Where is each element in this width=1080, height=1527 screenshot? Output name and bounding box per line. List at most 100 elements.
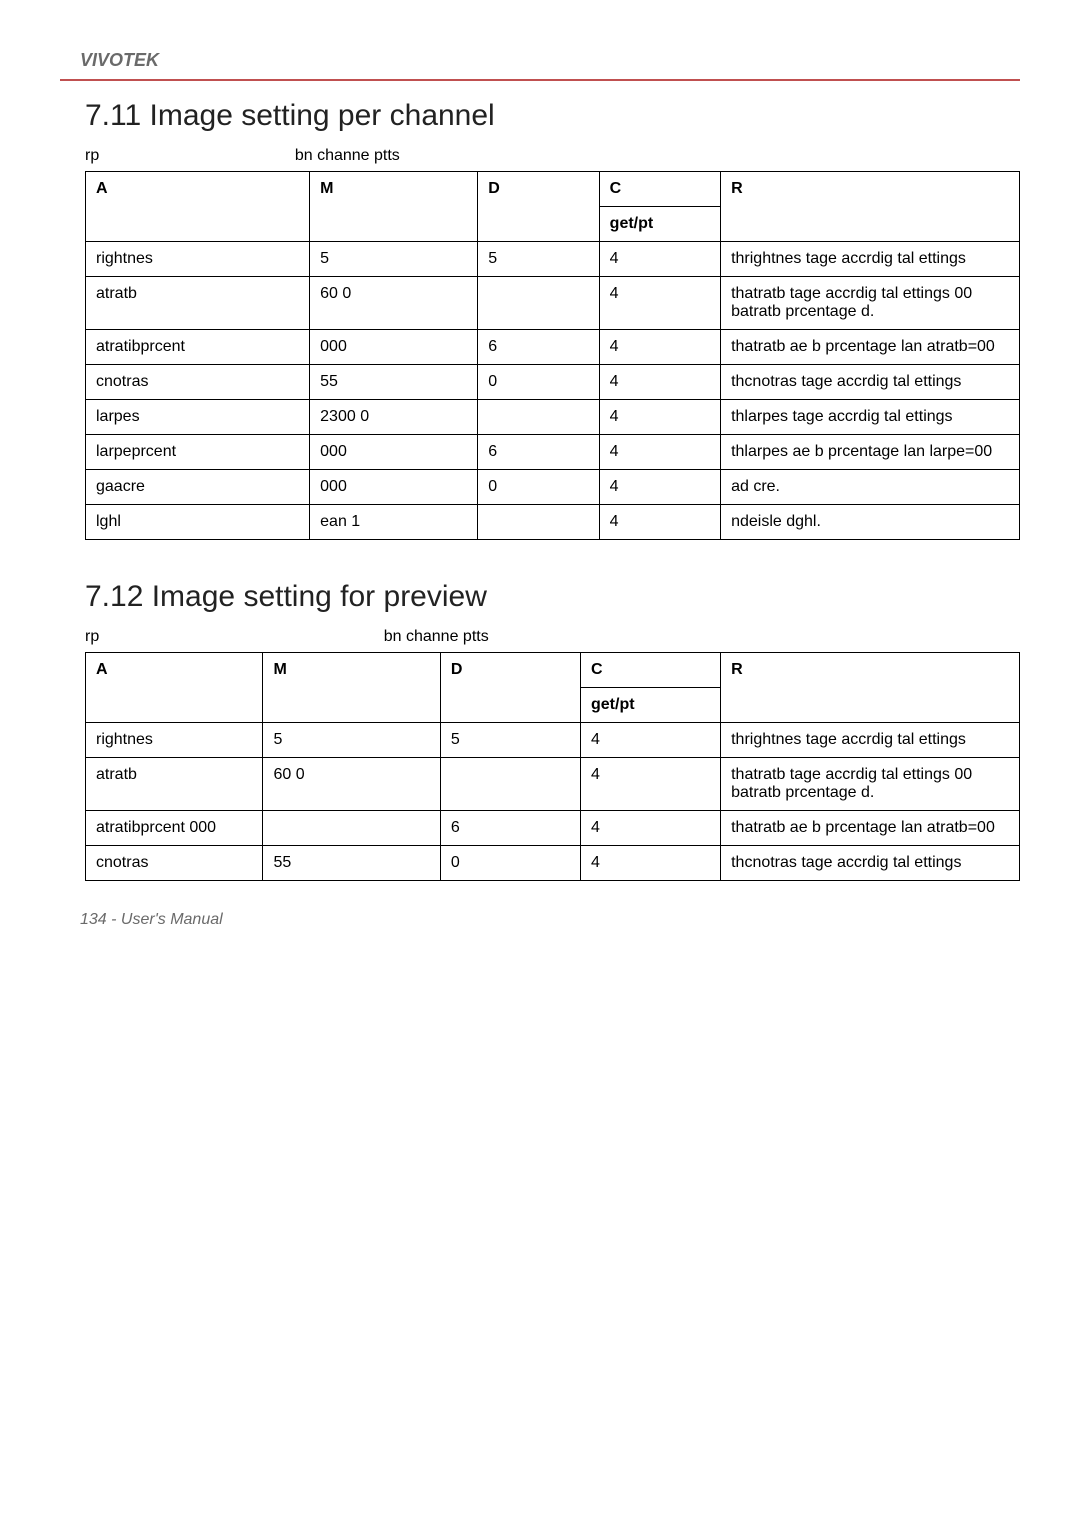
table-row: atratibprcent00064thatratb ae b prcentag…	[86, 330, 1020, 365]
table-row: rightnes554thrightnes tage accrdig tal e…	[86, 242, 1020, 277]
cell-value: 2300 0	[310, 400, 478, 435]
cell-value: 60 0	[310, 277, 478, 330]
cell-name: atratibprcent	[86, 330, 310, 365]
table-row: larpes2300 0 4thlarpes tage accrdig tal e…	[86, 400, 1020, 435]
cell-desc: thcnotras tage accrdig tal ettings	[721, 846, 1020, 881]
table-row: lghlean 1 4ndeisle dghl.	[86, 505, 1020, 540]
cell-default: 6	[478, 330, 599, 365]
table-row: cnotras5504thcnotras tage accrdig tal et…	[86, 846, 1020, 881]
cell-name: rightnes	[86, 242, 310, 277]
table-header-row: A M D C R	[86, 653, 1020, 688]
table-711: A M D C R get/pt rightnes554thrightnes t…	[85, 171, 1020, 540]
cell-sec: 4	[599, 330, 720, 365]
table-header-row: A M D C R	[86, 172, 1020, 207]
cell-default	[478, 400, 599, 435]
cell-name: cnotras	[86, 846, 263, 881]
cell-sec: 4	[599, 400, 720, 435]
col-sec-subheader: get/pt	[581, 688, 721, 723]
cell-desc: thrightnes tage accrdig tal ettings	[721, 723, 1020, 758]
cell-default	[440, 758, 580, 811]
cell-value	[263, 811, 440, 846]
cell-name: larpeprcent	[86, 435, 310, 470]
cell-sec: 4	[599, 365, 720, 400]
cell-default: 6	[478, 435, 599, 470]
cell-default	[478, 505, 599, 540]
cell-sec: 4	[599, 505, 720, 540]
cell-value: 55	[263, 846, 440, 881]
col-name-header: A	[86, 172, 310, 242]
caption-prefix-712: rp	[85, 628, 99, 645]
cell-value: 60 0	[263, 758, 440, 811]
cell-default: 0	[440, 846, 580, 881]
col-default-header: D	[440, 653, 580, 723]
page: VIVOTEK 7.11 Image setting per channel r…	[0, 0, 1080, 959]
cell-sec: 4	[581, 723, 721, 758]
table-712: A M D C R get/pt rightnes554thrightnes t…	[85, 652, 1020, 881]
caption-suffix: bn channe ptts	[295, 147, 400, 164]
group-712-caption: rp bn channe ptts	[85, 628, 1020, 646]
section-712-title: 7.12 Image setting for preview	[85, 580, 1020, 614]
cell-name: atratibprcent 000	[86, 811, 263, 846]
cell-desc: ndeisle dghl.	[721, 505, 1020, 540]
cell-default: 0	[478, 470, 599, 505]
cell-default: 5	[478, 242, 599, 277]
cell-desc: thlarpes ae b prcentage lan larpe=00	[721, 435, 1020, 470]
table-row: gaacre00004ad cre.	[86, 470, 1020, 505]
table-row: larpeprcent00064thlarpes ae b prcentage …	[86, 435, 1020, 470]
col-desc-header: R	[721, 653, 1020, 723]
cell-desc: thlarpes tage accrdig tal ettings	[721, 400, 1020, 435]
cell-sec: 4	[599, 242, 720, 277]
section-711-title: 7.11 Image setting per channel	[85, 99, 1020, 133]
cell-desc: thcnotras tage accrdig tal ettings	[721, 365, 1020, 400]
cell-name: larpes	[86, 400, 310, 435]
cell-desc: thrightnes tage accrdig tal ettings	[721, 242, 1020, 277]
cell-desc: ad cre.	[721, 470, 1020, 505]
cell-value: 55	[310, 365, 478, 400]
cell-value: 000	[310, 435, 478, 470]
cell-value: 5	[310, 242, 478, 277]
cell-value: 000	[310, 470, 478, 505]
table-row: atratibprcent 000 64thatratb ae b prcenta…	[86, 811, 1020, 846]
brand-rule	[60, 79, 1020, 81]
cell-default: 0	[478, 365, 599, 400]
col-sec-header: C	[581, 653, 721, 688]
cell-value: ean 1	[310, 505, 478, 540]
content: 7.11 Image setting per channel rp bn cha…	[60, 99, 1020, 881]
col-value-header: M	[263, 653, 440, 723]
cell-default	[478, 277, 599, 330]
table-row: cnotras5504thcnotras tage accrdig tal et…	[86, 365, 1020, 400]
cell-name: atratb	[86, 277, 310, 330]
page-footer: 134 - User's Manual	[60, 881, 1020, 929]
brand-header: VIVOTEK	[60, 40, 1020, 79]
caption-suffix-712: bn channe ptts	[384, 628, 489, 645]
col-sec-header: C	[599, 172, 720, 207]
col-default-header: D	[478, 172, 599, 242]
cell-value: 5	[263, 723, 440, 758]
col-sec-subheader: get/pt	[599, 207, 720, 242]
cell-sec: 4	[599, 277, 720, 330]
cell-desc: thatratb ae b prcentage lan atratb=00	[721, 811, 1020, 846]
col-desc-header: R	[721, 172, 1020, 242]
col-name-header: A	[86, 653, 263, 723]
cell-desc: thatratb ae b prcentage lan atratb=00	[721, 330, 1020, 365]
col-value-header: M	[310, 172, 478, 242]
cell-desc: thatratb tage accrdig tal ettings 00 bat…	[721, 277, 1020, 330]
cell-default: 5	[440, 723, 580, 758]
table-row: rightnes554thrightnes tage accrdig tal e…	[86, 723, 1020, 758]
cell-sec: 4	[581, 846, 721, 881]
cell-sec: 4	[599, 470, 720, 505]
cell-name: atratb	[86, 758, 263, 811]
cell-default: 6	[440, 811, 580, 846]
group-711-caption: rp bn channe ptts	[85, 147, 1020, 165]
cell-sec: 4	[599, 435, 720, 470]
cell-sec: 4	[581, 811, 721, 846]
caption-prefix: rp	[85, 147, 99, 164]
cell-sec: 4	[581, 758, 721, 811]
cell-name: lghl	[86, 505, 310, 540]
cell-value: 000	[310, 330, 478, 365]
table-row: atratb60 0 4thatratb tage accrdig tal ett…	[86, 758, 1020, 811]
table-row: atratb60 0 4thatratb tage accrdig tal ett…	[86, 277, 1020, 330]
cell-name: gaacre	[86, 470, 310, 505]
cell-name: cnotras	[86, 365, 310, 400]
cell-desc: thatratb tage accrdig tal ettings 00 bat…	[721, 758, 1020, 811]
